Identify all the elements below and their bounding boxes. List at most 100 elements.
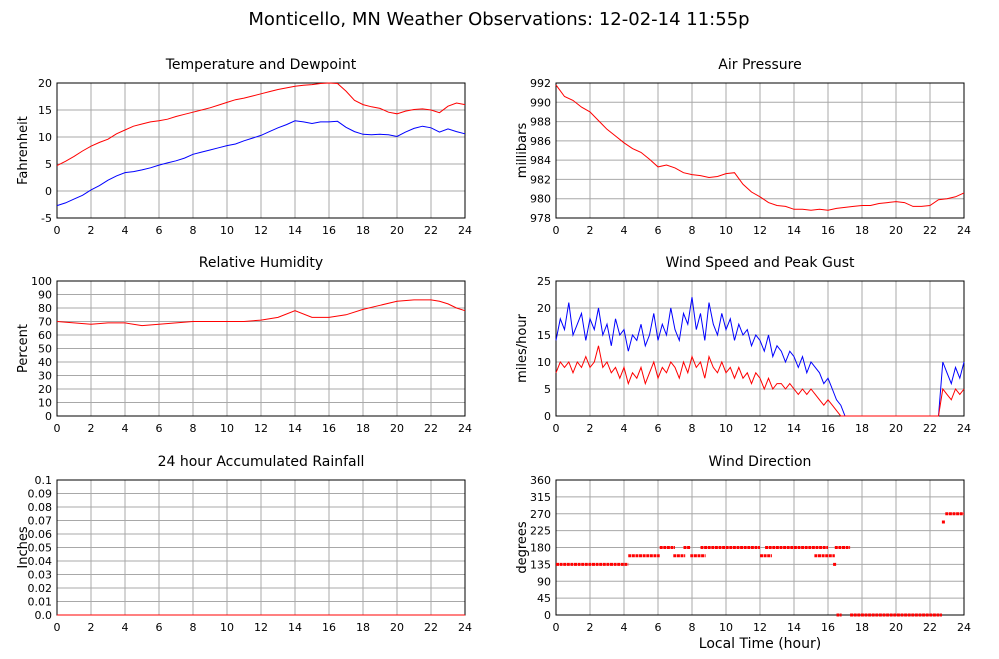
x-tick-label: 4 [122, 224, 129, 237]
x-tick-label: 20 [390, 621, 404, 634]
x-tick-label: 14 [787, 422, 801, 435]
y-axis-label: degrees [515, 521, 530, 574]
y-tick-label: 0.04 [28, 555, 53, 568]
x-tick-label: 16 [322, 621, 336, 634]
y-tick-label: 0 [544, 410, 551, 423]
x-tick-label: 8 [689, 621, 696, 634]
x-tick-label: 10 [220, 422, 234, 435]
y-tick-label: 315 [530, 491, 551, 504]
series-line-red [555, 84, 965, 211]
x-tick-label: 20 [889, 621, 903, 634]
y-tick-label: 20 [38, 383, 52, 396]
x-tick-label: 16 [322, 224, 336, 237]
x-tick-label: 2 [587, 224, 594, 237]
x-tick-label: 24 [957, 224, 971, 237]
x-tick-label: 16 [821, 422, 835, 435]
x-tick-label: 24 [458, 621, 472, 634]
x-tick-label: 22 [424, 224, 438, 237]
plot-frame [56, 82, 466, 219]
x-tick-label: 16 [821, 224, 835, 237]
x-tick-label: 0 [54, 224, 61, 237]
y-tick-label: 0.03 [28, 569, 53, 582]
x-tick-label: 12 [254, 224, 268, 237]
x-tick-label: 6 [156, 224, 163, 237]
y-tick-label: 988 [530, 116, 551, 129]
page-title: Monticello, MN Weather Observations: 12-… [248, 9, 749, 30]
plot-frame [555, 82, 965, 219]
x-tick-label: 6 [156, 422, 163, 435]
x-tick-label: 20 [390, 422, 404, 435]
y-tick-label: 20 [38, 77, 52, 90]
x-tick-label: 6 [156, 621, 163, 634]
x-tick-label: 22 [424, 621, 438, 634]
y-tick-label: 0.1 [35, 474, 53, 487]
panel-title: Wind Speed and Peak Gust [666, 255, 855, 271]
x-tick-label: 22 [923, 621, 937, 634]
x-axis-title: Local Time (hour) [699, 636, 821, 652]
y-tick-label: 5 [544, 383, 551, 396]
x-tick-label: 16 [821, 621, 835, 634]
y-axis-label: Percent [16, 324, 31, 373]
x-tick-label: 8 [190, 621, 197, 634]
y-tick-label: 990 [530, 96, 551, 109]
y-tick-label: 30 [38, 370, 52, 383]
series-line-red [56, 82, 466, 167]
panel-title: Relative Humidity [199, 255, 323, 271]
x-tick-label: 20 [390, 224, 404, 237]
x-tick-label: 14 [288, 422, 302, 435]
x-tick-label: 8 [689, 422, 696, 435]
x-tick-label: 18 [855, 422, 869, 435]
x-tick-label: 10 [719, 621, 733, 634]
y-tick-label: 980 [530, 193, 551, 206]
x-tick-label: 6 [655, 224, 662, 237]
x-tick-label: 0 [553, 422, 560, 435]
y-tick-label: 978 [530, 212, 551, 225]
x-tick-label: 4 [122, 422, 129, 435]
x-tick-label: 0 [553, 621, 560, 634]
y-axis-label: Fahrenheit [16, 116, 31, 185]
plot-frame [56, 280, 466, 417]
panel-title: 24 hour Accumulated Rainfall [158, 454, 365, 470]
panel-title: Air Pressure [718, 57, 801, 73]
x-tick-label: 2 [88, 621, 95, 634]
y-tick-label: 60 [38, 329, 52, 342]
y-tick-label: 225 [530, 525, 551, 538]
y-tick-label: 15 [38, 104, 52, 117]
x-tick-label: 8 [689, 224, 696, 237]
y-tick-label: 0.08 [28, 501, 53, 514]
y-axis-label: miles/hour [515, 313, 530, 382]
x-tick-label: 10 [719, 422, 733, 435]
x-tick-label: 4 [122, 621, 129, 634]
y-tick-label: 10 [38, 397, 52, 410]
y-tick-label: 0 [45, 410, 52, 423]
x-tick-label: 22 [923, 224, 937, 237]
y-tick-label: 90 [537, 575, 551, 588]
y-tick-label: 10 [38, 131, 52, 144]
y-tick-label: 982 [530, 173, 551, 186]
y-tick-label: 100 [31, 275, 52, 288]
y-tick-label: 80 [38, 302, 52, 315]
x-tick-label: 4 [621, 224, 628, 237]
x-tick-label: 6 [655, 422, 662, 435]
x-tick-label: 18 [356, 621, 370, 634]
x-tick-label: 20 [889, 422, 903, 435]
x-tick-label: 0 [54, 422, 61, 435]
x-tick-label: 24 [458, 422, 472, 435]
x-tick-label: 12 [753, 621, 767, 634]
x-tick-label: 2 [88, 224, 95, 237]
y-tick-label: 0.02 [28, 582, 53, 595]
y-tick-label: 40 [38, 356, 52, 369]
x-tick-label: 18 [855, 621, 869, 634]
x-tick-label: 2 [587, 621, 594, 634]
x-tick-label: 18 [356, 422, 370, 435]
panel-title: Wind Direction [709, 454, 812, 470]
y-tick-label: 0 [544, 609, 551, 622]
y-tick-label: 70 [38, 316, 52, 329]
series-line-blue [555, 297, 965, 417]
